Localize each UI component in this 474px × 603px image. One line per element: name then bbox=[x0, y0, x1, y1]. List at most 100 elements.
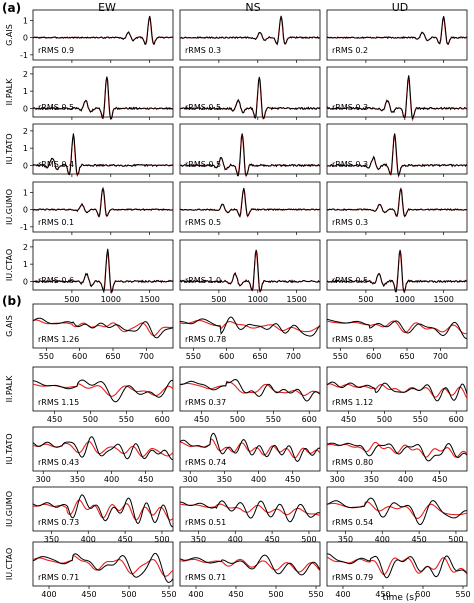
x-tick-label: 300 bbox=[183, 475, 198, 484]
x-tick-label: 300 bbox=[330, 475, 345, 484]
synthetic-trace bbox=[326, 189, 468, 218]
rrms-label: rRMS 0.85 bbox=[332, 335, 373, 344]
synthetic-trace bbox=[32, 135, 174, 177]
x-axis-label: time (s) bbox=[383, 593, 418, 603]
x-tick-label: 1000 bbox=[101, 295, 121, 304]
synthetic-trace bbox=[32, 77, 174, 121]
x-tick-label: 450 bbox=[285, 475, 300, 484]
column-title-ud: UD bbox=[392, 1, 409, 14]
x-tick-label: 500 bbox=[448, 535, 463, 544]
y-tick-label: 1 bbox=[23, 87, 28, 96]
subplot-frame bbox=[179, 486, 321, 532]
x-tick-label: 500 bbox=[64, 295, 79, 304]
y-tick-label: 1 bbox=[23, 144, 28, 153]
x-tick-label: 400 bbox=[398, 475, 413, 484]
observed-trace bbox=[180, 500, 321, 523]
x-tick-label: 550 bbox=[266, 415, 281, 424]
x-tick-label: 350 bbox=[217, 475, 232, 484]
x-tick-label: 400 bbox=[251, 475, 266, 484]
y-tick-label: 0 bbox=[23, 206, 28, 215]
station-label: II.PALK bbox=[5, 78, 14, 106]
x-tick-label: 550 bbox=[39, 352, 54, 361]
observed-trace bbox=[326, 442, 468, 462]
subplot-frame bbox=[326, 66, 468, 118]
synthetic-trace bbox=[32, 319, 174, 337]
x-tick-label: 500 bbox=[154, 535, 169, 544]
rrms-label: rRMS 0.54 bbox=[332, 518, 373, 527]
x-tick-label: 550 bbox=[186, 352, 201, 361]
rrms-label: rRMS 0.79 bbox=[332, 573, 373, 582]
rrms-label: rRMS 1.15 bbox=[38, 398, 79, 407]
x-tick-label: 500 bbox=[121, 590, 136, 599]
rrms-label: rRMS 0.1 bbox=[38, 218, 74, 227]
subplot-frame bbox=[32, 123, 174, 175]
x-tick-label: 350 bbox=[44, 535, 59, 544]
x-tick-label: 1500 bbox=[139, 295, 159, 304]
subplot-frame bbox=[179, 303, 321, 349]
subplot-frame bbox=[32, 541, 174, 587]
x-tick-label: 550 bbox=[413, 415, 428, 424]
x-tick-label: 600 bbox=[449, 415, 464, 424]
synthetic-trace bbox=[179, 319, 321, 333]
observed-trace bbox=[326, 249, 468, 293]
observed-trace bbox=[326, 133, 468, 177]
synthetic-trace bbox=[32, 188, 173, 218]
x-tick-label: 500 bbox=[211, 295, 226, 304]
x-tick-label: 600 bbox=[72, 352, 87, 361]
x-tick-label: 1000 bbox=[395, 295, 415, 304]
station-label: G.AIS bbox=[5, 315, 14, 337]
x-tick-label: 450 bbox=[194, 415, 209, 424]
subplot-frame bbox=[326, 123, 468, 175]
rrms-label: rRMS 0.4 bbox=[38, 160, 74, 169]
observed-trace bbox=[179, 249, 321, 293]
x-tick-label: 450 bbox=[228, 590, 243, 599]
rrms-label: rRMS 0.5 bbox=[38, 103, 74, 112]
x-tick-label: 450 bbox=[138, 475, 153, 484]
rrms-label: rRMS 1.26 bbox=[38, 335, 79, 344]
x-tick-label: 400 bbox=[375, 535, 390, 544]
y-tick-label: 0 bbox=[23, 277, 28, 286]
synthetic-trace bbox=[32, 441, 174, 458]
x-tick-label: 500 bbox=[301, 535, 316, 544]
synthetic-trace bbox=[180, 15, 321, 46]
station-label: G.AIS bbox=[5, 24, 14, 46]
subplot-frame bbox=[326, 9, 468, 61]
y-tick-label: 1 bbox=[23, 16, 28, 25]
rrms-label: rRMS 0.71 bbox=[38, 573, 79, 582]
x-tick-label: 450 bbox=[47, 415, 62, 424]
y-tick-label: -1 bbox=[20, 223, 28, 232]
rrms-label: rRMS 0.3 bbox=[332, 103, 368, 112]
observed-trace bbox=[326, 497, 468, 526]
x-tick-label: 600 bbox=[366, 352, 381, 361]
x-tick-label: 700 bbox=[433, 352, 448, 361]
subplot-frame bbox=[326, 541, 468, 587]
x-tick-label: 450 bbox=[264, 535, 279, 544]
rrms-label: rRMS 1.12 bbox=[332, 398, 373, 407]
y-tick-label: 0 bbox=[23, 34, 28, 43]
rrms-label: rRMS 0.5 bbox=[185, 160, 221, 169]
x-tick-label: 550 bbox=[161, 590, 176, 599]
observed-trace bbox=[180, 378, 321, 402]
rrms-label: rRMS 0.71 bbox=[185, 573, 226, 582]
subplot-frame bbox=[326, 426, 468, 472]
subplot-frame bbox=[32, 303, 174, 349]
subplot-frame bbox=[179, 123, 321, 175]
rrms-label: rRMS 0.2 bbox=[332, 46, 368, 55]
subplot-frame bbox=[179, 239, 321, 291]
synthetic-trace bbox=[180, 438, 321, 459]
observed-trace bbox=[179, 187, 321, 218]
synthetic-trace bbox=[179, 134, 321, 178]
subplot-grid: 1 0 -1 G.AIS rRMS 0.9 rRMS 0.3 rRMS 0.2 2 1 0 II.P… bbox=[5, 9, 471, 599]
synthetic-trace bbox=[326, 556, 468, 576]
observed-trace bbox=[326, 75, 468, 120]
observed-trace bbox=[326, 16, 468, 45]
rrms-label: rRMS 0.74 bbox=[185, 458, 226, 467]
x-tick-label: 600 bbox=[219, 352, 234, 361]
observed-trace bbox=[326, 381, 468, 402]
rrms-label: rRMS 0.5 bbox=[332, 276, 368, 285]
x-tick-label: 550 bbox=[308, 590, 323, 599]
x-tick-label: 600 bbox=[155, 415, 170, 424]
rrms-label: rRMS 1.0 bbox=[185, 276, 221, 285]
subplot-frame bbox=[32, 181, 174, 233]
observed-trace bbox=[32, 317, 174, 339]
